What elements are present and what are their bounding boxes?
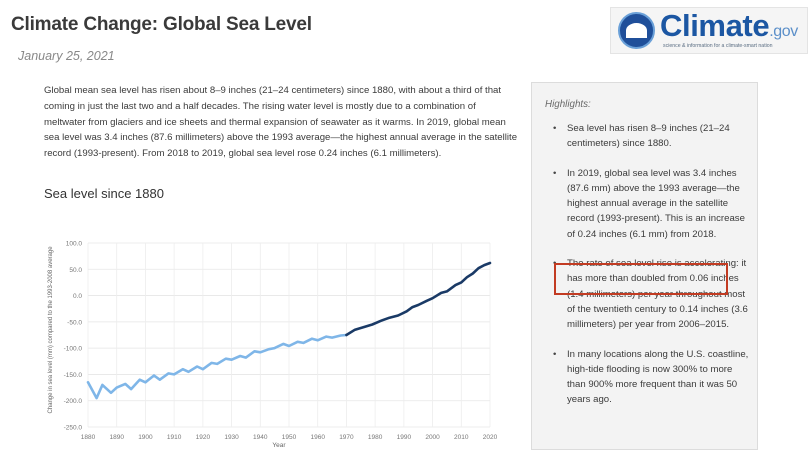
chart-series (86, 261, 492, 400)
x-tick-label: 2000 (425, 434, 440, 441)
y-tick-labels: 100.0 50.0 0.0 -50.0 -100.0 -150.0 -200.0 -250.… (64, 241, 83, 432)
x-tick-labels: 1880 1890 1900 1910 1920 1930 1940 1950 1960 1970… (81, 434, 498, 441)
chart-heading: Sea level since 1880 (44, 186, 164, 201)
chart-grid (87, 242, 491, 428)
x-tick-label: 2020 (483, 434, 498, 441)
x-tick-label: 2010 (454, 434, 469, 441)
highlights-panel: Highlights: Sea level has risen 8–9 inch… (531, 82, 758, 450)
highlight-item-3: The rate of sea level rise is accelerati… (547, 256, 752, 332)
highlight-item-1: Sea level has risen 8–9 inches (21–24 ce… (547, 121, 752, 152)
y-tick-label: -150.0 (64, 372, 83, 379)
x-tick-label: 1990 (397, 434, 412, 441)
x-tick-label: 1900 (138, 434, 153, 441)
x-tick-label: 1880 (81, 434, 96, 441)
y-tick-label: -250.0 (64, 425, 83, 432)
x-tick-label: 1970 (339, 434, 354, 441)
logo-domain: .gov (769, 23, 798, 40)
x-tick-label: 1890 (109, 434, 124, 441)
y-tick-label: -50.0 (67, 319, 82, 326)
logo-wordmark-text: Climate (660, 8, 770, 43)
highlights-heading: Highlights: (545, 99, 591, 110)
highlights-list: Sea level has risen 8–9 inches (21–24 ce… (547, 121, 752, 422)
x-tick-label: 1930 (224, 434, 239, 441)
y-tick-label: -100.0 (64, 346, 83, 353)
intro-paragraph: Global mean sea level has risen about 8–… (44, 85, 518, 160)
y-axis-label: Change in sea level (mm) compared to the… (48, 246, 54, 414)
noaa-badge-icon (618, 12, 655, 49)
publish-date: January 25, 2021 (18, 49, 115, 63)
x-tick-label: 1960 (310, 434, 325, 441)
x-axis-label: Year (272, 442, 286, 449)
noaa-wave-shape (626, 23, 647, 38)
y-tick-label: 100.0 (66, 241, 83, 248)
x-tick-label: 1950 (282, 434, 297, 441)
sea-level-chart: 1880 1890 1900 1910 1920 1930 1940 1950 1960 1970… (48, 241, 498, 450)
series-line-2 (345, 261, 492, 337)
highlight-item-4: In many locations along the U.S. coastli… (547, 347, 752, 408)
y-tick-label: -200.0 (64, 398, 83, 405)
highlight-item-2: In 2019, global sea level was 3.4 inches… (547, 166, 752, 242)
y-tick-label: 50.0 (69, 267, 82, 274)
series-line-1 (86, 333, 348, 400)
page-title: Climate Change: Global Sea Level (11, 14, 312, 35)
logo-wordmark: Climate.gov (660, 8, 798, 44)
x-tick-label: 1980 (368, 434, 383, 441)
logo-tagline: science & information for a climate-smar… (663, 43, 773, 49)
climate-gov-logo[interactable]: Climate.gov science & information for a … (610, 7, 808, 54)
x-tick-label: 1940 (253, 434, 268, 441)
x-tick-label: 1910 (167, 434, 182, 441)
x-tick-label: 1920 (196, 434, 211, 441)
y-tick-label: 0.0 (73, 293, 82, 300)
